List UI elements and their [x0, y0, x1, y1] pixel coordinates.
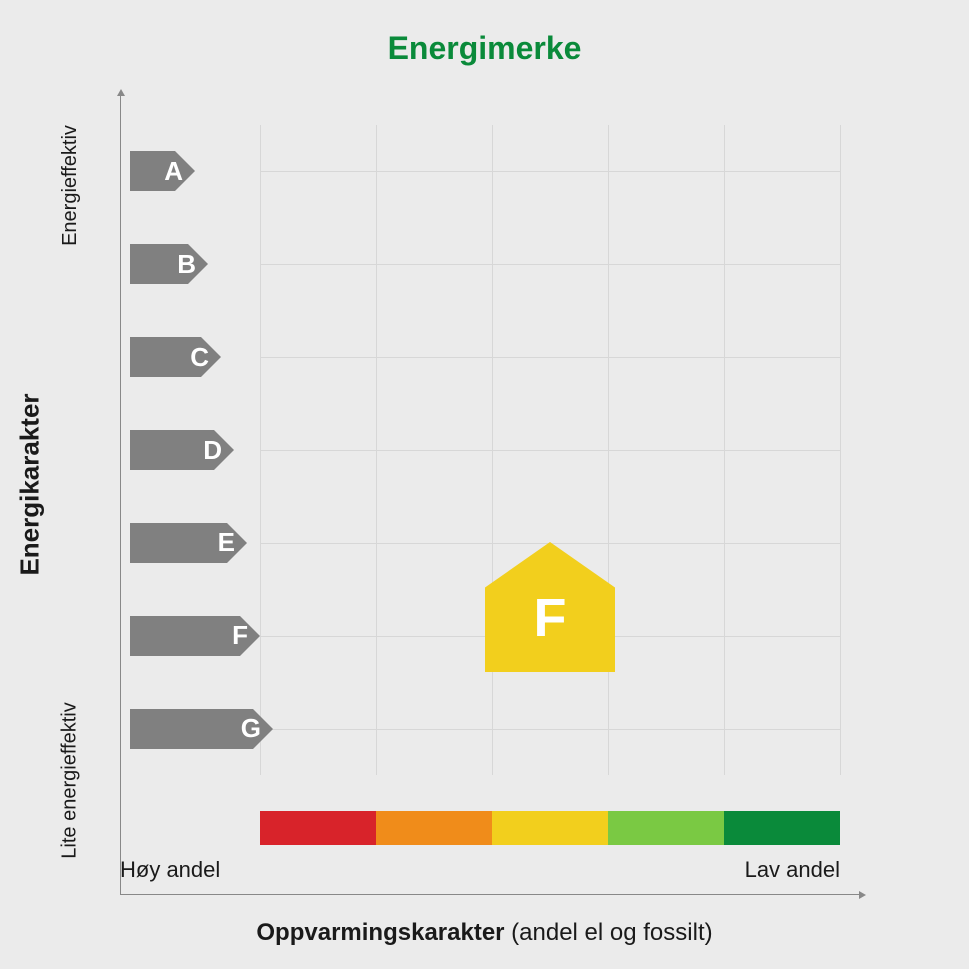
grade-arrow-g: G: [130, 709, 273, 749]
grade-arrow-c: C: [130, 337, 221, 377]
grid-horizontal-line: [260, 729, 840, 730]
grid-vertical-line: [840, 125, 841, 775]
x-axis-title: Oppvarmingskarakter (andel el og fossilt…: [0, 919, 969, 947]
plot-area: A B C D E F G F Høy andel Lav andel: [120, 95, 860, 895]
grid-horizontal-line: [260, 171, 840, 172]
y-axis-top-label-text: Energieffektiv: [59, 125, 82, 246]
grade-arrow-b: B: [130, 244, 208, 284]
result-house-icon: F: [485, 542, 615, 672]
grade-arrow-label: D: [203, 435, 222, 466]
grade-arrow-f: F: [130, 616, 260, 656]
y-axis-title: Energikarakter: [10, 0, 50, 969]
x-axis-left-label: Høy andel: [120, 857, 220, 883]
color-bar-segment: [260, 811, 376, 845]
grade-arrow-label: A: [164, 156, 183, 187]
y-axis-title-text: Energikarakter: [15, 393, 46, 575]
x-axis-title-bold: Oppvarmingskarakter: [256, 919, 504, 946]
result-grade-letter: F: [485, 542, 615, 672]
color-bar-segment: [492, 811, 608, 845]
color-bar-segment: [724, 811, 840, 845]
y-axis-bottom-label: Lite energieffektiv: [55, 670, 85, 890]
grid-area: [260, 125, 840, 775]
y-axis-line: [120, 95, 121, 895]
grade-arrow-a: A: [130, 151, 195, 191]
x-axis-line: [120, 894, 860, 895]
grid-horizontal-line: [260, 450, 840, 451]
y-axis-bottom-label-text: Lite energieffektiv: [59, 702, 82, 858]
grade-arrow-e: E: [130, 523, 247, 563]
color-bar-segment: [608, 811, 724, 845]
x-axis-title-rest: (andel el og fossilt): [505, 919, 713, 946]
grade-arrow-label: F: [232, 620, 248, 651]
grade-arrow-label: E: [218, 527, 235, 558]
grade-arrow-d: D: [130, 430, 234, 470]
x-axis-right-label: Lav andel: [745, 857, 840, 883]
grid-horizontal-line: [260, 357, 840, 358]
grade-arrow-label: C: [190, 342, 209, 373]
chart-title: Energimerke: [0, 30, 969, 67]
y-axis-top-label: Energieffektiv: [55, 95, 85, 275]
chart-title-text: Energimerke: [388, 30, 582, 66]
grade-arrow-label: B: [177, 249, 196, 280]
heating-color-bar: [260, 811, 840, 845]
grade-arrow-label: G: [241, 713, 261, 744]
grid-horizontal-line: [260, 264, 840, 265]
color-bar-segment: [376, 811, 492, 845]
